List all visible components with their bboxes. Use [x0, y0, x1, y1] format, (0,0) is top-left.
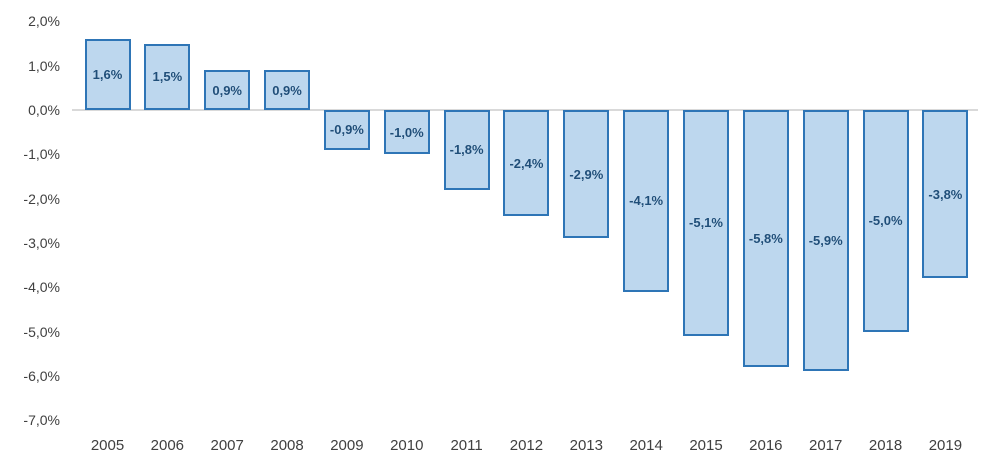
bar-2014: -4,1% [623, 110, 670, 292]
y-axis-tick-label: 1,0% [28, 57, 60, 74]
x-axis-tick-label: 2008 [270, 437, 304, 454]
x-axis-tick-label: 2010 [390, 437, 424, 454]
x-axis-tick-label: 2019 [928, 437, 963, 454]
y-axis-tick-label: 0,0% [28, 102, 60, 118]
bar-data-label: -2,9% [569, 166, 604, 182]
bar-data-label: 0,9% [272, 82, 302, 98]
bar-2018: -5,0% [862, 110, 909, 332]
bar-2019: -3,8% [922, 110, 969, 279]
x-axis-tick-label: 2017 [809, 437, 843, 454]
bar-2015: -5,1% [683, 110, 729, 336]
x-axis-tick-label: 2006 [150, 437, 185, 454]
x-axis-tick-label: 2018 [868, 437, 903, 454]
bar-2006: 1,5% [144, 43, 191, 110]
bar-2013: -2,9% [563, 110, 610, 239]
x-axis-tick-label: 2011 [450, 437, 483, 454]
bar-2012: -2,4% [503, 110, 550, 217]
x-axis-tick-label: 2012 [509, 437, 544, 454]
bar-data-label: -4,1% [629, 193, 664, 209]
y-axis-tick-label: -4,0% [23, 279, 60, 296]
bar-2008: 0,9% [264, 70, 311, 110]
x-axis-tick-label: 2005 [90, 437, 125, 454]
y-axis-tick-label: -2,0% [23, 190, 60, 207]
x-axis-tick-label: 2007 [210, 437, 244, 454]
bar-2017: -5,9% [802, 110, 849, 372]
bar-data-label: 1,6% [92, 67, 123, 83]
y-axis-tick-label: -7,0% [23, 412, 60, 429]
bar-2016: -5,8% [742, 110, 789, 367]
bar-data-label: -1,8% [449, 142, 484, 158]
bar-2011: -1,8% [443, 110, 490, 190]
y-axis-tick-label: -1,0% [23, 146, 60, 163]
bar-data-label: -5,9% [808, 233, 843, 249]
y-axis-tick-label: -6,0% [23, 367, 60, 384]
x-axis-tick-label: 2015 [689, 437, 723, 454]
bar-data-label: 1,5% [152, 69, 183, 85]
bar-2010: -1,0% [383, 110, 430, 155]
bar-data-label: -1,0% [389, 124, 424, 140]
y-axis-tick-label: 2,0% [28, 13, 60, 30]
y-axis-tick-label: -3,0% [23, 234, 60, 251]
bar-2005: 1,6% [84, 39, 131, 110]
x-axis-tick-label: 2014 [629, 437, 663, 454]
bar-2009: -0,9% [323, 110, 370, 150]
bar-data-label: -5,0% [868, 213, 903, 229]
bar-data-label: -5,1% [689, 215, 723, 231]
x-axis-tick-label: 2016 [749, 437, 783, 454]
bar-2007: 0,9% [204, 70, 251, 110]
bar-data-label: 0,9% [212, 82, 242, 98]
bar-data-label: -2,4% [509, 155, 544, 171]
bar-data-label: -3,8% [928, 186, 963, 202]
bar-data-label: -0,9% [329, 122, 364, 138]
x-axis-tick-label: 2009 [330, 437, 364, 454]
bar-data-label: -5,8% [748, 230, 783, 246]
y-axis-tick-label: -5,0% [23, 323, 60, 340]
x-axis-tick-label: 2013 [569, 437, 603, 454]
